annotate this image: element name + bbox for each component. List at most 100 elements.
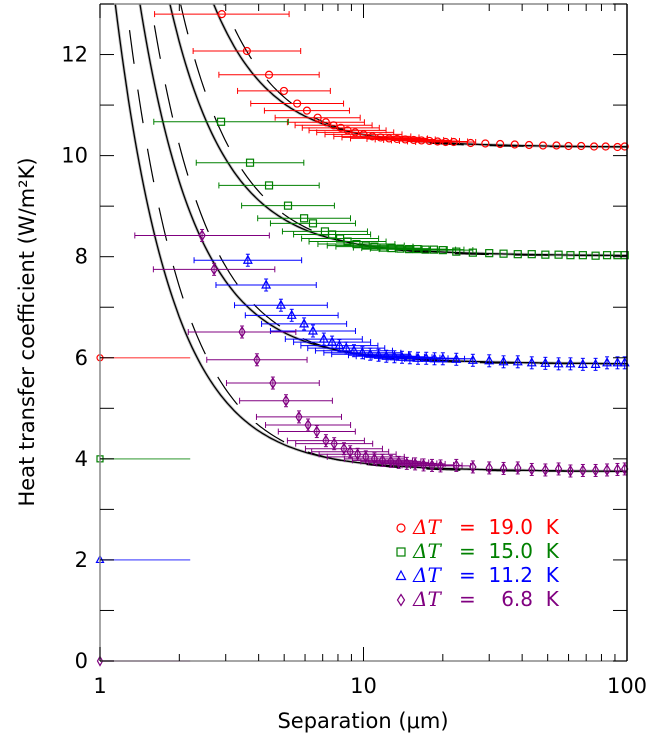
legend: ΔT = 19.0 K ΔT = 15.0 K ΔT = 11.2 K ΔT = 6.8 K bbox=[395, 515, 560, 611]
data-point bbox=[452, 459, 460, 472]
data-point bbox=[433, 137, 442, 146]
x-axis-title: Separation (μm) bbox=[277, 709, 448, 733]
data-point bbox=[198, 229, 206, 242]
offset-markers bbox=[95, 354, 191, 667]
data-point bbox=[554, 250, 563, 259]
data-point bbox=[425, 136, 434, 146]
data-point bbox=[304, 418, 312, 432]
data-point bbox=[282, 394, 290, 407]
legend-label: = 15.0 K bbox=[459, 539, 560, 563]
data-point bbox=[602, 251, 612, 260]
data-point bbox=[481, 139, 490, 148]
data-point bbox=[299, 318, 310, 328]
data-point bbox=[577, 358, 588, 368]
model-curve-shadow bbox=[211, 4, 627, 149]
data-point bbox=[308, 219, 318, 228]
series-diamond bbox=[134, 228, 629, 478]
data-point bbox=[590, 358, 601, 368]
data-point bbox=[313, 425, 321, 438]
x-tick-label: 100 bbox=[607, 674, 647, 698]
data-point bbox=[361, 241, 370, 250]
data-point bbox=[313, 113, 322, 122]
data-point bbox=[589, 142, 599, 151]
data-point bbox=[512, 356, 523, 366]
y-tick-label: 12 bbox=[61, 43, 88, 67]
data-point bbox=[603, 463, 611, 477]
data-series bbox=[134, 10, 630, 478]
data-point bbox=[566, 251, 575, 260]
data-point bbox=[242, 46, 252, 56]
data-point bbox=[261, 279, 272, 289]
legend-symbol-square bbox=[396, 547, 406, 557]
data-point bbox=[409, 135, 418, 145]
y-axis-title: Heat transfer coefficient (W/m²K) bbox=[15, 157, 39, 506]
y-tick-label: 10 bbox=[61, 144, 88, 168]
data-point bbox=[552, 141, 561, 150]
data-point bbox=[541, 250, 550, 259]
data-point bbox=[554, 462, 563, 476]
legend-symbol-circle bbox=[396, 523, 406, 533]
data-point bbox=[387, 455, 395, 468]
data-point bbox=[591, 464, 600, 477]
data-point bbox=[329, 121, 338, 130]
data-point bbox=[286, 309, 297, 319]
data-point bbox=[441, 137, 450, 147]
data-point bbox=[322, 434, 330, 447]
data-point bbox=[499, 249, 508, 258]
x-tick-label: 1 bbox=[93, 674, 106, 698]
axes bbox=[99, 3, 628, 662]
data-point bbox=[437, 353, 448, 363]
axis-ticks bbox=[99, 3, 628, 662]
data-point bbox=[564, 141, 573, 151]
data-point bbox=[591, 251, 600, 260]
data-point bbox=[485, 461, 493, 475]
data-point bbox=[451, 353, 462, 363]
data-point bbox=[513, 250, 522, 259]
legend-delta-t: ΔT bbox=[412, 515, 442, 539]
data-point bbox=[210, 263, 218, 276]
legend-symbol-triangle bbox=[395, 569, 407, 581]
model-curve bbox=[114, 4, 627, 472]
data-point bbox=[467, 354, 478, 364]
data-point bbox=[601, 142, 610, 151]
y-tick-label: 6 bbox=[75, 346, 88, 370]
data-point bbox=[421, 352, 432, 362]
data-point bbox=[403, 457, 411, 470]
data-point bbox=[484, 355, 495, 365]
data-point bbox=[538, 141, 548, 150]
data-point bbox=[565, 358, 576, 368]
y-tick-label: 0 bbox=[75, 649, 88, 673]
data-point bbox=[577, 141, 586, 151]
series-triangle bbox=[193, 253, 630, 371]
data-point bbox=[528, 463, 536, 476]
model-curve bbox=[139, 4, 627, 365]
legend-delta-t: ΔT bbox=[412, 539, 442, 563]
data-point bbox=[327, 230, 337, 239]
series-square bbox=[153, 117, 629, 260]
data-point bbox=[340, 442, 348, 455]
data-point bbox=[295, 410, 303, 424]
y-tick-label: 8 bbox=[75, 245, 88, 269]
data-point bbox=[253, 353, 261, 366]
data-point bbox=[216, 117, 226, 126]
model-curve bbox=[212, 4, 627, 148]
data-point bbox=[394, 456, 403, 469]
data-point bbox=[438, 246, 447, 255]
data-point bbox=[620, 142, 629, 151]
data-point bbox=[613, 463, 622, 476]
data-point bbox=[452, 247, 461, 256]
data-point bbox=[327, 336, 338, 346]
data-point bbox=[368, 132, 377, 141]
data-point bbox=[275, 299, 286, 309]
data-point bbox=[620, 251, 629, 260]
data-point bbox=[370, 452, 379, 466]
data-point bbox=[299, 214, 309, 223]
data-point bbox=[469, 460, 477, 474]
data-point bbox=[526, 357, 537, 367]
y-tick-label: 2 bbox=[75, 548, 88, 572]
data-point bbox=[343, 126, 352, 135]
data-point bbox=[417, 136, 426, 145]
data-point bbox=[343, 237, 352, 246]
data-point bbox=[553, 358, 564, 368]
data-point bbox=[411, 457, 419, 471]
